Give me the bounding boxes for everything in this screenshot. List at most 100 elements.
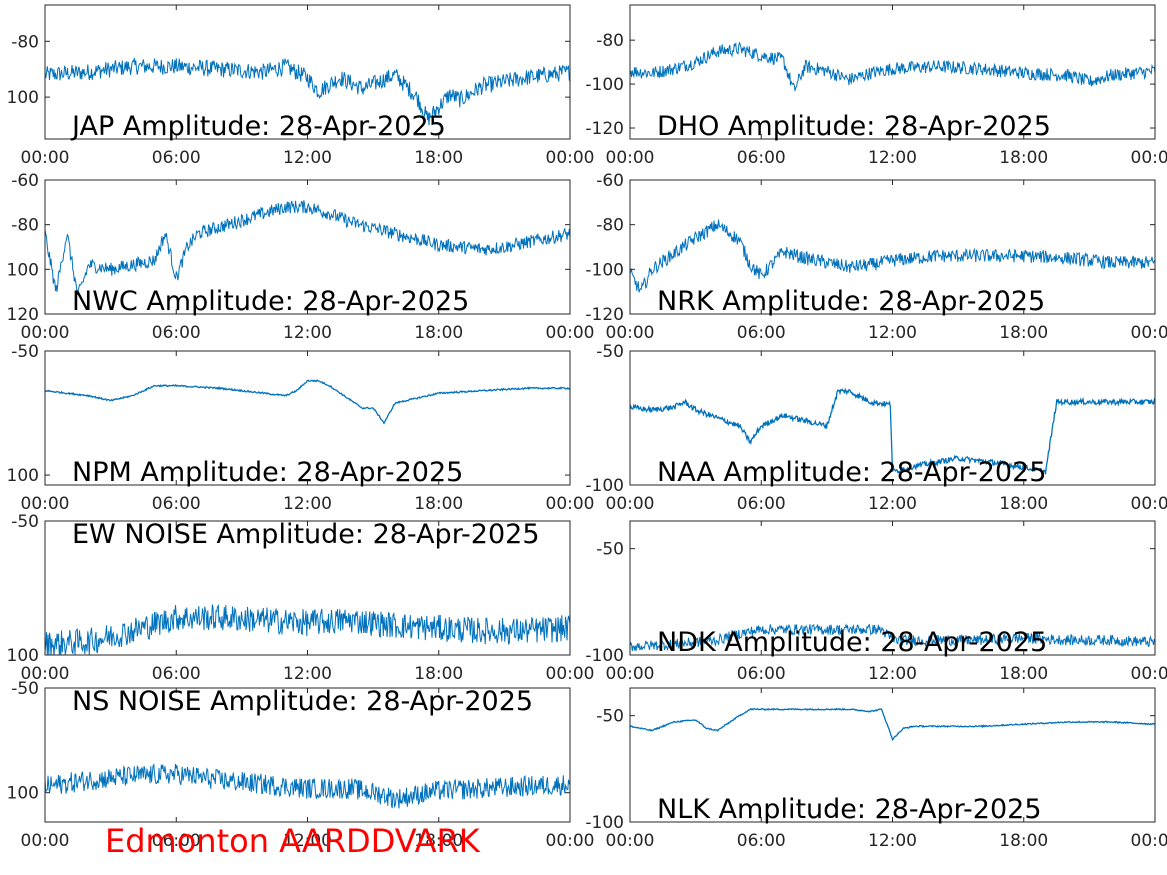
y-tick-label: -100 (585, 260, 624, 280)
x-tick-label: 06:00 (737, 494, 786, 514)
y-tick-label: -120 (585, 305, 624, 325)
x-tick-label: 06:00 (152, 494, 201, 514)
x-tick-label: 18:00 (999, 323, 1048, 343)
x-tick-label: 12:00 (868, 323, 917, 343)
y-tick-label: -80 (596, 31, 624, 51)
series-line (630, 219, 1155, 293)
chart-title: NRK Amplitude: 28-Apr-2025 (657, 286, 1045, 317)
y-tick-label: -50 (11, 512, 39, 532)
x-tick-label: 12:00 (283, 494, 332, 514)
chart-title: DHO Amplitude: 28-Apr-2025 (657, 111, 1051, 142)
y-tick-label: 100 (7, 88, 39, 108)
x-tick-label: 18:00 (999, 494, 1048, 514)
y-tick-label: -100 (585, 75, 624, 95)
chart-title: NPM Amplitude: 28-Apr-2025 (72, 457, 463, 488)
x-tick-label: 12:00 (868, 664, 917, 684)
y-tick-label: -100 (585, 646, 624, 666)
series-line (45, 379, 570, 425)
x-tick-label: 12:00 (283, 664, 332, 684)
x-tick-label: 12:00 (868, 148, 917, 168)
chart-title: NLK Amplitude: 28-Apr-2025 (657, 794, 1042, 825)
x-tick-label: 00:00 (21, 494, 70, 514)
chart-panel: -60-80-100-12000:0006:0012:0018:0000:00N… (585, 171, 1167, 343)
x-tick-label: 00:00 (546, 323, 595, 343)
y-tick-label: -60 (11, 171, 39, 191)
x-tick-label: 00:00 (606, 323, 655, 343)
chart-panel: -80-100-12000:0006:0012:0018:0000:00DHO … (585, 4, 1167, 168)
x-tick-label: 00:00 (21, 664, 70, 684)
station-label: Edmonton AARDDVARK (105, 822, 480, 860)
series-line (630, 707, 1155, 742)
chart-title: EW NOISE Amplitude: 28-Apr-2025 (72, 519, 540, 550)
x-tick-label: 00:00 (21, 323, 70, 343)
y-tick-label: -100 (585, 813, 624, 833)
series-line (630, 387, 1155, 475)
y-tick-label: -80 (596, 216, 624, 236)
x-tick-label: 06:00 (152, 831, 201, 851)
y-tick-label: 120 (7, 305, 39, 325)
x-tick-label: 06:00 (152, 664, 201, 684)
x-tick-label: 12:00 (868, 831, 917, 851)
x-tick-label: 18:00 (414, 323, 463, 343)
series-line (630, 41, 1155, 92)
x-tick-label: 12:00 (283, 148, 332, 168)
y-tick-label: -120 (585, 119, 624, 139)
x-tick-label: 12:00 (283, 323, 332, 343)
series-line (45, 604, 570, 655)
x-tick-label: 06:00 (152, 148, 201, 168)
series-line (45, 763, 570, 809)
x-tick-label: 00:00 (606, 494, 655, 514)
x-tick-label: 00:00 (546, 148, 595, 168)
x-tick-label: 00:00 (1131, 664, 1167, 684)
x-tick-label: 00:00 (21, 831, 70, 851)
chart-title: NAA Amplitude: 28-Apr-2025 (657, 457, 1046, 488)
x-tick-label: 18:00 (999, 148, 1048, 168)
x-tick-label: 00:00 (1131, 494, 1167, 514)
x-tick-label: 00:00 (546, 664, 595, 684)
chart-title: NDK Amplitude: 28-Apr-2025 (657, 627, 1047, 658)
series-line (45, 200, 570, 295)
x-tick-label: 00:00 (1131, 323, 1167, 343)
chart-title: NWC Amplitude: 28-Apr-2025 (72, 286, 469, 317)
x-tick-label: 18:00 (414, 664, 463, 684)
x-tick-label: 18:00 (414, 148, 463, 168)
x-tick-label: 00:00 (606, 148, 655, 168)
y-tick-label: -50 (11, 342, 39, 362)
x-tick-label: 12:00 (868, 494, 917, 514)
y-tick-label: 100 (7, 646, 39, 666)
chart-title: JAP Amplitude: 28-Apr-2025 (70, 111, 446, 142)
x-tick-label: 06:00 (737, 323, 786, 343)
y-tick-label: 100 (7, 784, 39, 804)
x-tick-label: 06:00 (737, 148, 786, 168)
x-tick-label: 06:00 (152, 323, 201, 343)
series-line (45, 57, 570, 126)
x-tick-label: 18:00 (999, 664, 1048, 684)
chart-title: NS NOISE Amplitude: 28-Apr-2025 (72, 686, 533, 717)
x-tick-label: 18:00 (414, 831, 463, 851)
x-tick-label: 00:00 (546, 494, 595, 514)
x-tick-label: 00:00 (606, 664, 655, 684)
x-tick-label: 00:00 (21, 148, 70, 168)
y-tick-label: -50 (596, 342, 624, 362)
x-tick-label: 00:00 (1131, 831, 1167, 851)
series-line (630, 623, 1155, 652)
y-tick-label: -50 (596, 540, 624, 560)
y-tick-label: 100 (7, 260, 39, 280)
chart-panel: -50 100 00:00 06:00 12:00 18:00 00:00 NS NOISE … (7, 679, 595, 851)
y-tick-label: -100 (585, 476, 624, 496)
y-tick-label: 100 (7, 466, 39, 486)
y-tick-label: -60 (596, 171, 624, 191)
x-tick-label: 18:00 (414, 494, 463, 514)
x-tick-label: 00:00 (1131, 148, 1167, 168)
x-tick-label: 06:00 (737, 664, 786, 684)
y-tick-label: -50 (11, 679, 39, 699)
y-tick-label: -50 (596, 707, 624, 727)
x-tick-label: 06:00 (737, 831, 786, 851)
